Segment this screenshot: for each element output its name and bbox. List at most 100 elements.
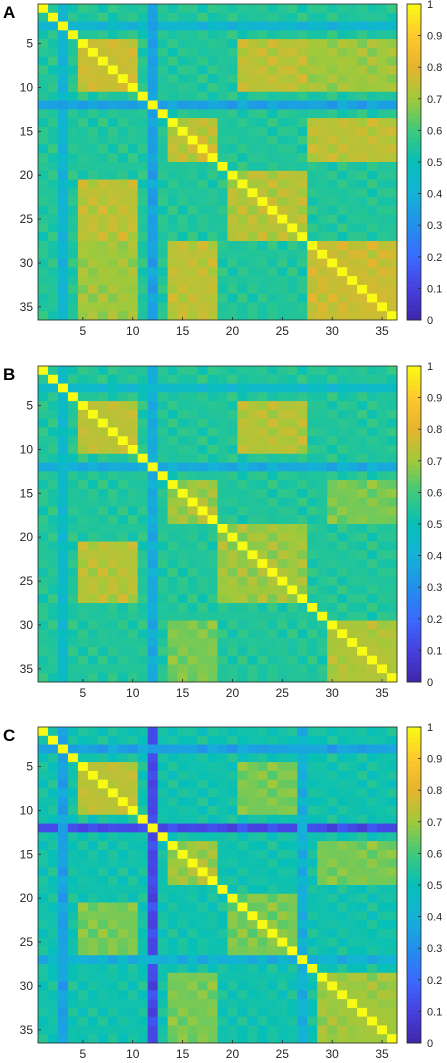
colorbar-segment (407, 191, 421, 197)
heatmap-cell (117, 946, 129, 956)
heatmap-cell (87, 814, 99, 824)
heatmap-cell (267, 480, 278, 490)
heatmap-cell (197, 205, 208, 216)
heatmap-cell (97, 276, 109, 286)
heatmap-cell (197, 135, 208, 145)
heatmap-cell (87, 797, 99, 807)
heatmap-cell (237, 65, 248, 75)
heatmap-cell (38, 585, 49, 595)
colorbar-segment (407, 435, 421, 441)
heatmap-cell (107, 462, 119, 472)
heatmap-cell (87, 453, 99, 463)
heatmap-cell (207, 567, 218, 578)
heatmap-cell (287, 118, 298, 128)
heatmap-cell (157, 12, 168, 22)
heatmap-cell (327, 302, 338, 312)
heatmap-cell (97, 849, 109, 860)
heatmap-cell (137, 12, 149, 22)
heatmap-cell (217, 162, 228, 172)
colorbar-tick-label: 1 (427, 0, 433, 11)
heatmap-cell (377, 409, 388, 420)
heatmap-cell (117, 762, 129, 772)
heatmap-cell (77, 118, 89, 128)
colorbar-segment (407, 840, 421, 846)
heatmap-cell (337, 567, 348, 578)
heatmap-cell (377, 392, 388, 402)
heatmap-cell (197, 832, 208, 842)
heatmap-cell (77, 241, 89, 251)
heatmap-cell (247, 770, 258, 781)
heatmap-cell (327, 964, 338, 974)
heatmap-cells (38, 727, 398, 1044)
heatmap-cell (97, 56, 109, 66)
heatmap-cell (307, 223, 318, 233)
heatmap-cell (38, 471, 49, 481)
heatmap-cell (87, 655, 99, 665)
heatmap-cell (297, 65, 308, 75)
heatmap-cell (117, 646, 129, 657)
heatmap-cell (377, 911, 388, 921)
heatmap-cell (337, 100, 348, 110)
heatmap-cell (347, 214, 358, 224)
heatmap-cell (47, 885, 59, 895)
heatmap-cell (357, 920, 368, 930)
heatmap-cell (117, 223, 129, 233)
heatmap-cell (377, 727, 388, 737)
heatmap-cell (387, 524, 398, 534)
colorbar-segment (407, 815, 421, 822)
heatmap-cell (367, 550, 378, 560)
heatmap-cell (97, 867, 109, 877)
heatmap-cell (237, 972, 248, 982)
heatmap-cell (177, 664, 188, 674)
x-tick-label: 35 (375, 324, 389, 338)
heatmap-cell (227, 664, 238, 674)
heatmap-cell (197, 56, 208, 66)
heatmap-cell (207, 823, 218, 833)
heatmap-cell (327, 1034, 338, 1044)
heatmap-cell (147, 21, 159, 31)
colorbar-segment (407, 964, 421, 970)
heatmap-cell (267, 559, 278, 569)
heatmap-cell (287, 83, 298, 93)
heatmap-cell (197, 302, 208, 312)
heatmap-cell (197, 506, 208, 516)
heatmap-cell (247, 655, 258, 665)
heatmap-cell (347, 1016, 358, 1026)
heatmap-cell (87, 550, 99, 560)
heatmap-cell (97, 401, 109, 411)
heatmap-cell (357, 594, 368, 604)
heatmap-cell (87, 284, 99, 295)
heatmap-cell (157, 4, 168, 14)
heatmap-cell (167, 841, 178, 851)
heatmap-cell (107, 267, 119, 277)
heatmap-cell (77, 524, 89, 534)
heatmap-cell (67, 30, 79, 40)
heatmap-cell (167, 585, 178, 595)
heatmap-cell (237, 497, 248, 507)
colorbar-tick-label: 0.2 (427, 975, 442, 987)
heatmap-cell (327, 153, 338, 163)
colorbar-segment (407, 420, 421, 426)
heatmap-cell (127, 47, 139, 58)
heatmap-cell (167, 629, 178, 639)
heatmap-cell (157, 532, 168, 542)
heatmap-cell (257, 436, 268, 446)
heatmap-cell (107, 91, 119, 101)
heatmap-cell (377, 920, 388, 930)
heatmap-cell (137, 858, 149, 868)
heatmap-cell (367, 806, 378, 816)
heatmap-cell (167, 497, 178, 507)
heatmap-cell (237, 284, 248, 295)
heatmap-cell (57, 841, 69, 851)
heatmap-cell (277, 276, 288, 286)
heatmap-cell (347, 972, 358, 982)
heatmap-cell (137, 1007, 149, 1018)
colorbar-segment (407, 1003, 421, 1009)
heatmap-cell (297, 920, 308, 930)
heatmap-cell (367, 56, 378, 66)
heatmap-cell (87, 392, 99, 402)
heatmap-cell (387, 972, 398, 982)
heatmap-cell (217, 436, 228, 446)
panel-label: C (3, 726, 15, 745)
y-tick-label: 30 (20, 618, 34, 632)
